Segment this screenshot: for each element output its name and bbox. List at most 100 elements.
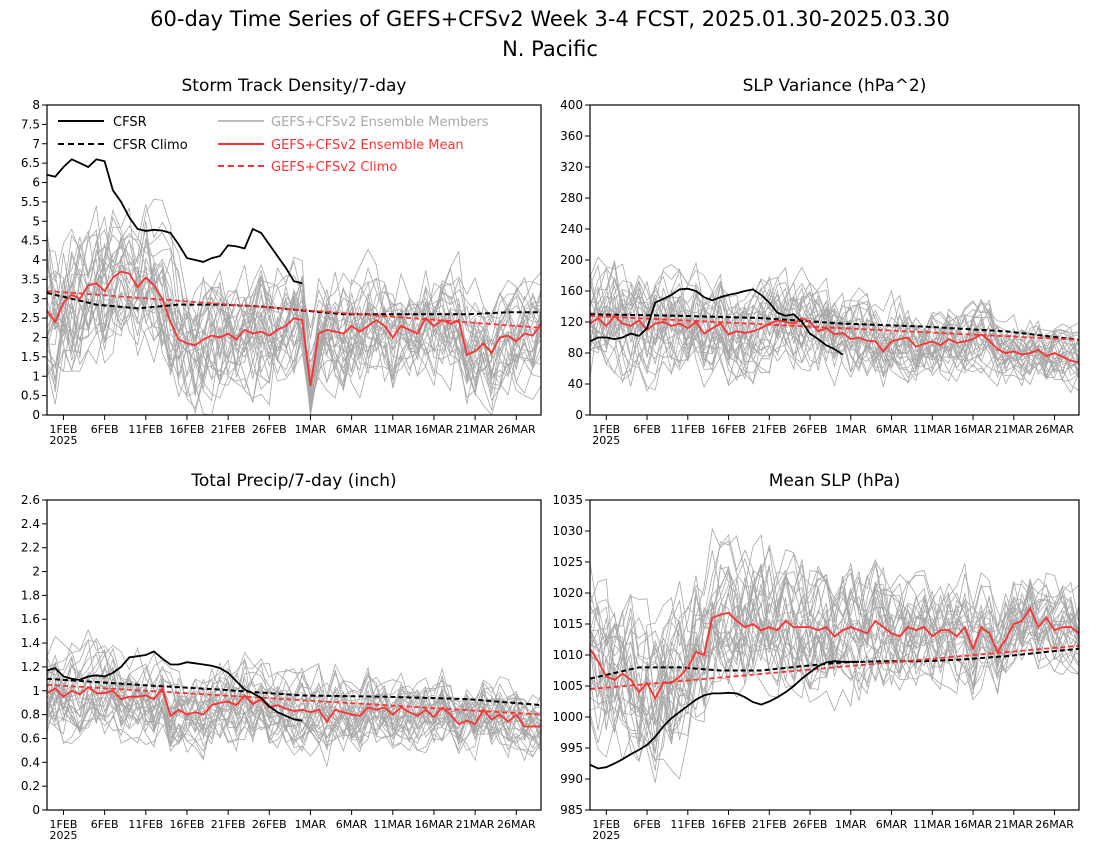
y-tick-label: 120 — [560, 315, 583, 329]
y-tick-label: 0.2 — [21, 779, 40, 793]
x-tick-label: 16MAR — [415, 818, 454, 831]
y-tick-label: 40 — [568, 377, 583, 391]
x-tick-label: 1MAR — [835, 423, 867, 436]
series-line-gefs-cfsv2-ensemble-mean — [590, 606, 1079, 701]
x-tick-label: 11FEB — [128, 423, 163, 436]
panel-title: Mean SLP (hPa) — [769, 471, 901, 491]
ensemble-member-line — [590, 583, 1079, 723]
y-tick-label: 2 — [32, 565, 40, 579]
figure-title: 60-day Time Series of GEFS+CFSv2 Week 3-… — [150, 7, 950, 31]
x-tick-label: 6FEB — [91, 423, 119, 436]
x-tick-label: 11MAR — [373, 818, 412, 831]
x-tick-label: 16FEB — [170, 818, 205, 831]
panel-title: SLP Variance (hPa^2) — [743, 76, 927, 96]
x-tick-label: 21MAR — [994, 818, 1033, 831]
y-tick-label: 1 — [32, 369, 40, 383]
y-tick-label: 0.4 — [21, 755, 40, 769]
ensemble-members — [590, 256, 1079, 394]
y-tick-label: 985 — [560, 803, 583, 817]
ensemble-member-line — [590, 293, 1079, 384]
x-year-label: 2025 — [592, 829, 620, 842]
x-tick-label: 6MAR — [876, 423, 908, 436]
y-tick-label: 7 — [32, 137, 40, 151]
panel-2: SLP Variance (hPa^2) 0 40 80 120 160 200 240 280… — [560, 76, 1080, 447]
y-tick-label: 1025 — [552, 555, 583, 569]
legend-label-members: GEFS+CFSv2 Ensemble Members — [271, 115, 489, 130]
ensemble-member-line — [590, 266, 1079, 370]
panel-title: Storm Track Density/7-day — [182, 76, 407, 96]
ensemble-member-line — [47, 654, 541, 732]
ensemble-member-line — [47, 637, 541, 734]
y-tick-label: 0 — [32, 803, 40, 817]
series-line-gefs-cfsv2-ensemble-mean — [590, 314, 1079, 364]
x-tick-label: 6FEB — [91, 818, 119, 831]
ensemble-member-line — [47, 628, 541, 727]
x-tick-label: 26FEB — [252, 423, 287, 436]
y-tick-label: 4.5 — [21, 234, 40, 248]
ensemble-member-line — [590, 289, 1079, 377]
x-year-label: 2025 — [49, 434, 77, 447]
legend-label-climo: GEFS+CFSv2 Climo — [271, 160, 397, 175]
y-tick-label: 2.5 — [21, 311, 40, 325]
y-tick-label: 1015 — [552, 617, 583, 631]
ensemble-member-line — [590, 600, 1079, 753]
ensemble-member-line — [47, 635, 541, 734]
y-tick-label: 2.2 — [21, 541, 40, 555]
ensemble-member-line — [47, 261, 541, 411]
plot-area — [590, 527, 1079, 783]
x-tick-label: 21MAR — [994, 423, 1033, 436]
series-line-cfsr-climo — [47, 677, 541, 707]
ensemble-member-line — [590, 608, 1079, 762]
x-tick-label: 1FEB — [50, 818, 78, 831]
y-tick-label: 0.6 — [21, 731, 40, 745]
x-tick-label: 11FEB — [670, 423, 705, 436]
ensemble-member-line — [47, 256, 541, 408]
ensemble-member-line — [590, 572, 1079, 692]
x-tick-label: 21MAR — [456, 423, 495, 436]
y-tick-label: 4 — [32, 253, 40, 267]
series-line-cfsr — [590, 287, 844, 356]
ensemble-member-line — [47, 198, 541, 343]
y-tick-label: 0 — [575, 408, 583, 422]
ensemble-member-line — [590, 260, 1079, 368]
ensemble-member-line — [47, 240, 541, 405]
plot-area — [47, 628, 541, 767]
series-line-cfsr — [47, 650, 303, 722]
legend: CFSR CFSR Climo GEFS+CFSv2 Ensemble Member… — [58, 115, 489, 175]
panel-4: Mean SLP (hPa) 985 990 995 1000 1005 1010 1015 1… — [552, 471, 1080, 842]
panel-title: Total Precip/7-day (inch) — [190, 471, 396, 491]
x-tick-label: 16FEB — [170, 423, 205, 436]
y-tick-label: 990 — [560, 772, 583, 786]
x-tick-label: 16MAR — [954, 818, 993, 831]
x-year-label: 2025 — [49, 829, 77, 842]
x-tick-label: 11MAR — [913, 818, 952, 831]
y-tick-label: 995 — [560, 741, 583, 755]
x-tick-label: 6MAR — [336, 423, 368, 436]
panel-1: Storm Track Density/7-day 0 0.5 1 1.5 2 2.5 3 3.… — [21, 76, 542, 447]
y-tick-label: 80 — [568, 346, 583, 360]
ensemble-members — [47, 628, 541, 767]
ensemble-member-line — [590, 607, 1079, 763]
ensemble-member-line — [47, 651, 541, 739]
series-line-cfsr — [590, 660, 859, 770]
legend-label-mean: GEFS+CFSv2 Ensemble Mean — [271, 138, 464, 153]
x-tick-label: 11FEB — [670, 818, 705, 831]
y-tick-label: 6.5 — [21, 156, 40, 170]
ensemble-member-line — [47, 688, 541, 749]
x-tick-label: 21FEB — [752, 818, 787, 831]
x-tick-label: 21FEB — [752, 423, 787, 436]
ensemble-member-line — [590, 545, 1079, 702]
x-tick-label: 16MAR — [954, 423, 993, 436]
ensemble-member-line — [590, 288, 1079, 392]
y-tick-label: 1010 — [552, 648, 583, 662]
x-tick-label: 26FEB — [793, 818, 828, 831]
y-tick-label: 0.8 — [21, 708, 40, 722]
x-tick-label: 26MAR — [1035, 818, 1074, 831]
ensemble-members — [47, 198, 541, 415]
ensemble-member-line — [47, 674, 541, 762]
plot-frame — [46, 499, 542, 811]
y-tick-label: 240 — [560, 222, 583, 236]
ensemble-member-line — [47, 204, 541, 403]
ensemble-member-line — [47, 291, 541, 410]
y-tick-label: 1 — [32, 684, 40, 698]
